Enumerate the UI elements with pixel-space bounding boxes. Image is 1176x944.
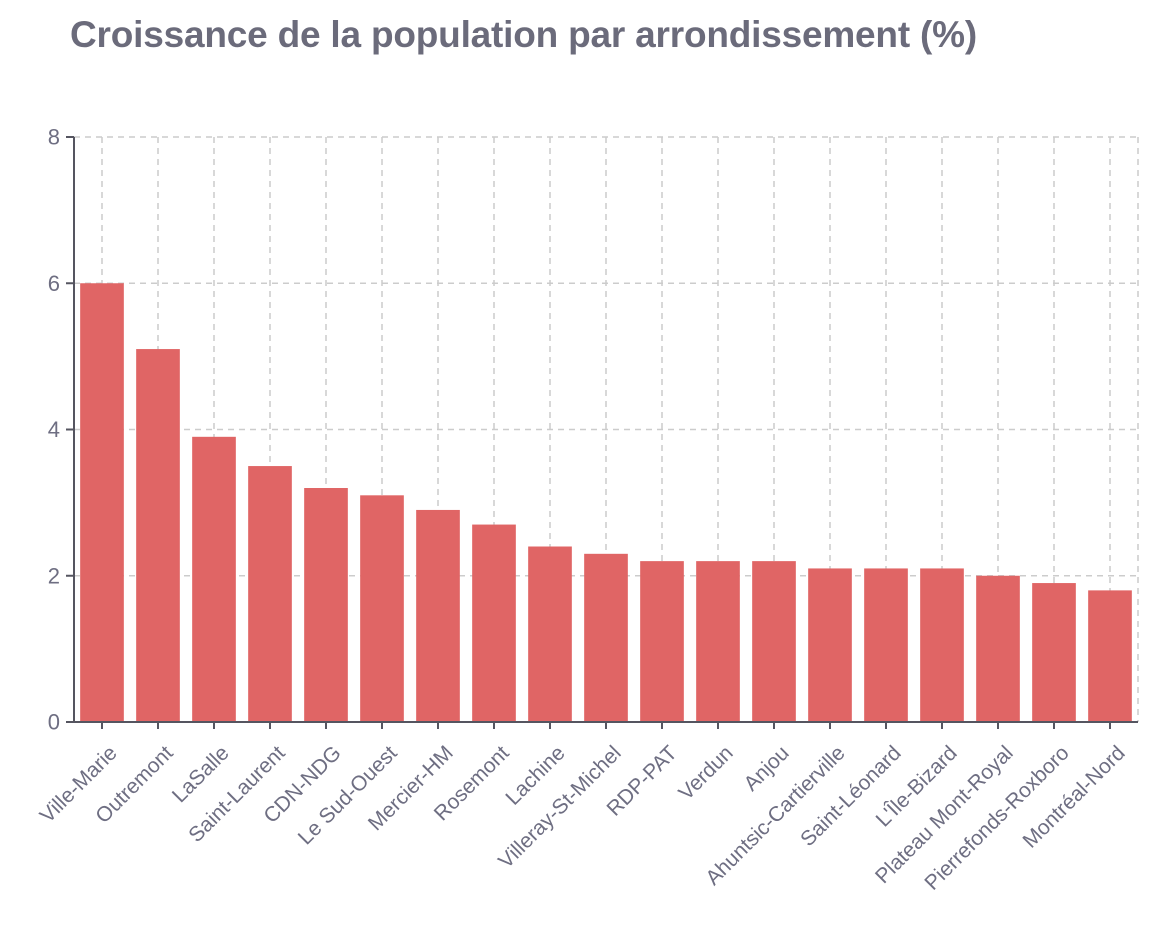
bar-rosemont [472, 524, 516, 722]
y-tick-label: 8 [48, 125, 60, 150]
bar-saint-l-onard [864, 568, 908, 722]
x-tick-label: Montréal-Nord [1019, 741, 1130, 852]
bar-cdn-ndg [304, 488, 348, 722]
bar-mercier-hm [416, 509, 460, 722]
bar-ahuntsic-cartierville [808, 568, 852, 722]
y-tick-label: 6 [48, 271, 60, 296]
bar-saint-laurent [248, 466, 292, 722]
bar-outremont [136, 349, 180, 722]
y-tick-label: 0 [48, 710, 60, 735]
bar-l-le-bizard [920, 568, 964, 722]
chart-title: Croissance de la population par arrondis… [70, 14, 977, 55]
bar-lasalle [192, 436, 236, 722]
y-tick-label: 2 [48, 563, 60, 588]
x-tick-label: Le Sud-Ouest [294, 741, 402, 849]
bar-pierrefonds-roxboro [1032, 583, 1076, 722]
bar-montr-al-nord [1088, 590, 1132, 722]
bar-rdp-pat [640, 561, 684, 722]
bar-lachine [528, 546, 572, 722]
bar-le-sud-ouest [360, 495, 404, 722]
axes [66, 136, 1138, 729]
y-tick-label: 4 [48, 417, 60, 442]
bar-plateau-mont-royal [976, 575, 1020, 722]
x-tick-label: Anjou [739, 741, 793, 795]
bar-verdun [696, 561, 740, 722]
bar-ville-marie [80, 283, 124, 722]
x-tick-label: Verdun [674, 741, 737, 804]
bar-anjou [752, 561, 796, 722]
bar-villeray-st-michel [584, 553, 628, 722]
bars [80, 283, 1132, 722]
x-tick-labels: Ville-MarieOutremontLaSalleSaint-Laurent… [36, 741, 1130, 894]
y-tick-labels: 0 2 4 6 8 [48, 125, 60, 735]
x-tick-label: Saint-Laurent [184, 741, 290, 847]
